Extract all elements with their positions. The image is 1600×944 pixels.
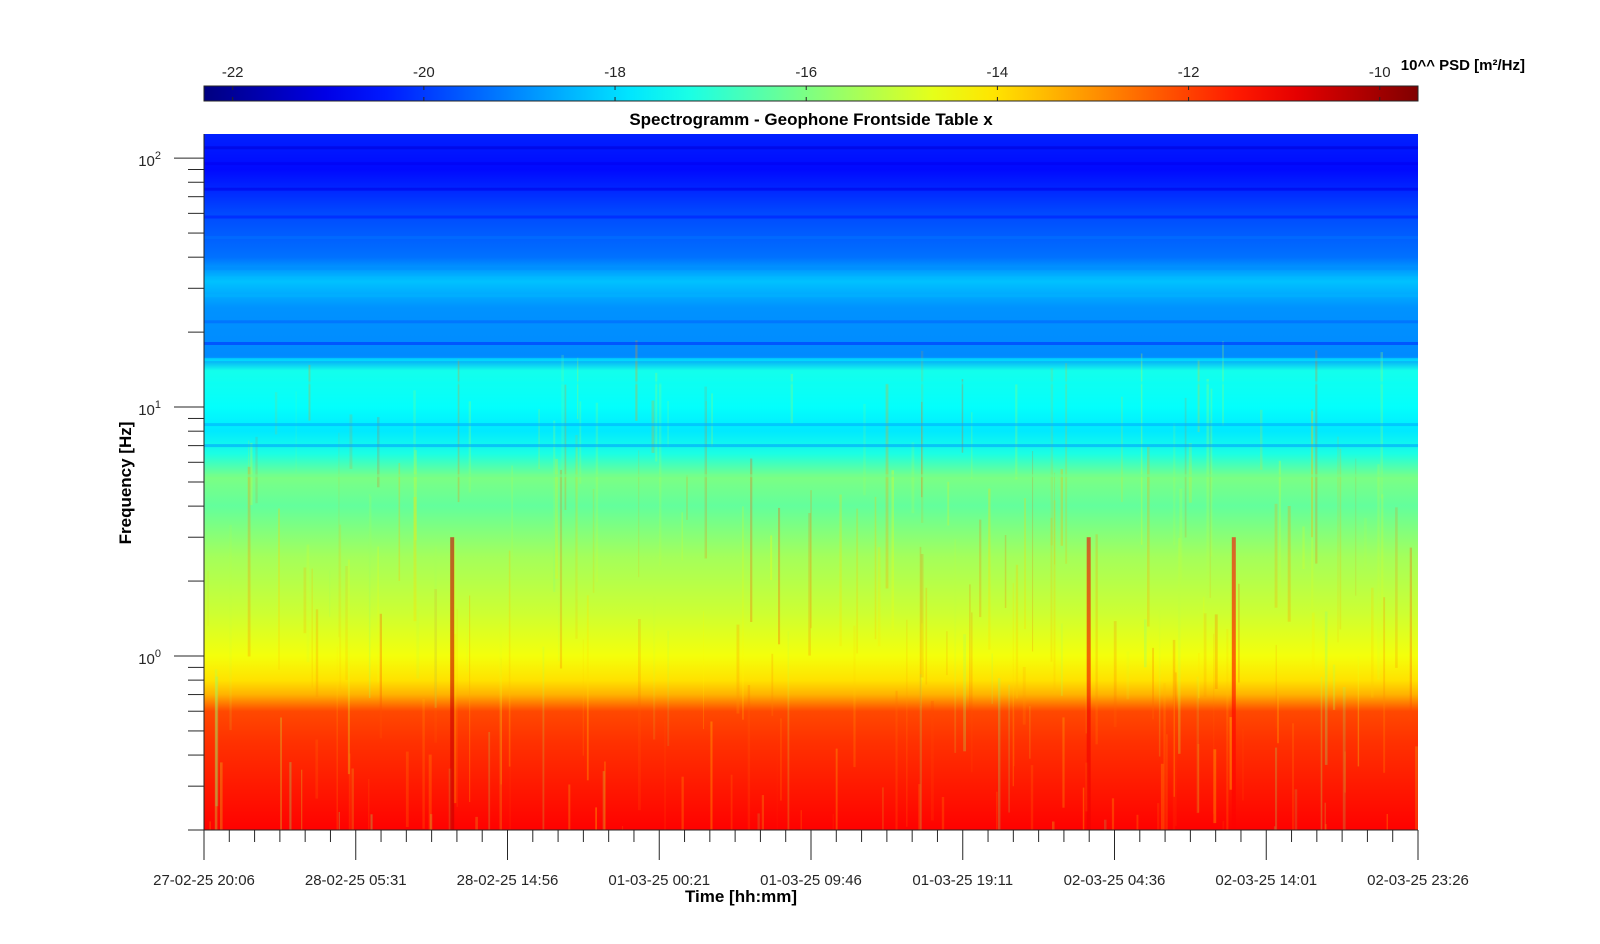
x-tick-label: 27-02-25 20:06 bbox=[153, 872, 255, 889]
colorbar-tick-label: -16 bbox=[795, 64, 817, 81]
event-streak bbox=[1231, 537, 1236, 830]
spectrogram-texture bbox=[207, 340, 1418, 830]
y-axis-ticks: 100 101 102 bbox=[138, 150, 204, 831]
chart-title: Spectrogramm - Geophone Frontside Table … bbox=[629, 110, 993, 129]
spectrogram-heatmap bbox=[204, 134, 1418, 830]
colorbar-tick-label: -12 bbox=[1178, 64, 1200, 81]
x-axis-title: Time [hh:mm] bbox=[685, 887, 797, 906]
colorbar-ticks: -22 -20 -18 -16 -14 -12 -10 bbox=[222, 64, 1391, 101]
spectrogram-bands bbox=[204, 146, 1418, 478]
x-tick-label: 01-03-25 00:21 bbox=[608, 872, 710, 889]
colorbar-gradient bbox=[203, 85, 1419, 102]
x-axis-ticks: 27-02-25 20:06 28-02-25 05:31 28-02-25 14:… bbox=[153, 830, 1469, 889]
x-tick-label: 02-03-25 23:26 bbox=[1367, 872, 1469, 889]
colorbar-tick-label: -18 bbox=[604, 64, 626, 81]
event-streak bbox=[1086, 537, 1091, 830]
y-axis-title: Frequency [Hz] bbox=[116, 422, 135, 545]
spectrogram-background bbox=[204, 134, 1418, 830]
colorbar-tick-label: -20 bbox=[413, 64, 435, 81]
x-tick-label: 28-02-25 05:31 bbox=[305, 872, 407, 889]
colorbar-tick-label: -10 bbox=[1369, 64, 1391, 81]
y-tick-label: 100 bbox=[138, 648, 161, 668]
y-tick-label: 101 bbox=[138, 399, 161, 419]
event-streak bbox=[450, 537, 455, 830]
x-tick-label: 02-03-25 14:01 bbox=[1215, 872, 1317, 889]
colorbar: -22 -20 -18 -16 -14 -12 -10 10^^ PSD [m²/Hz] bbox=[203, 57, 1525, 102]
colorbar-unit-label: 10^^ PSD [m²/Hz] bbox=[1401, 57, 1525, 74]
y-tick-label: 102 bbox=[138, 150, 161, 170]
x-tick-label: 01-03-25 09:46 bbox=[760, 872, 862, 889]
plot-area: 100 101 102 27-02-25 20:06 28-02-25 05:31 28… bbox=[138, 134, 1469, 889]
x-tick-label: 02-03-25 04:36 bbox=[1064, 872, 1166, 889]
x-tick-label: 01-03-25 19:11 bbox=[912, 872, 1013, 889]
x-tick-label: 28-02-25 14:56 bbox=[457, 872, 559, 889]
colorbar-tick-label: -22 bbox=[222, 64, 244, 81]
colorbar-tick-label: -14 bbox=[987, 64, 1009, 81]
